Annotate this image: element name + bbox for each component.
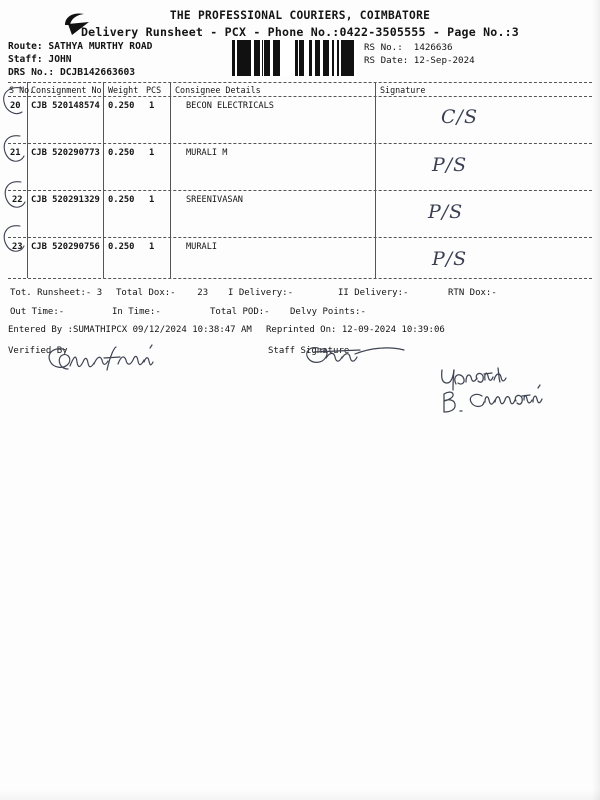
- scan-edge-shading: [592, 0, 600, 800]
- column-divider: [103, 82, 104, 278]
- cell-weight: 0.250: [108, 148, 135, 158]
- row-divider: [8, 190, 592, 191]
- summary-total-pod: Total POD:-: [210, 307, 270, 317]
- row-divider: [8, 237, 592, 238]
- consignment-table: S No. Consignment No Weight PCS Consigne…: [8, 82, 592, 279]
- cell-sno: 21: [10, 148, 21, 158]
- verified-by-label: Verified By: [8, 346, 68, 356]
- drs-number-field: DRS No.: DCJB142663603: [8, 67, 136, 78]
- cell-pcs: 1: [149, 242, 155, 252]
- table-header-border: [8, 96, 592, 97]
- route-field: Route: SATHYA MURTHY ROAD: [8, 41, 153, 52]
- cell-consignment: CJB 520148574: [31, 101, 100, 111]
- cell-sno: 23: [12, 242, 23, 252]
- summary-in-time: In Time:-: [112, 307, 161, 317]
- cell-consignment: CJB 520291329: [31, 195, 100, 205]
- cell-consignee: MURALI: [186, 242, 218, 252]
- staff-field: Staff: JOHN: [8, 54, 72, 65]
- table-top-border: [8, 82, 592, 83]
- column-header-consignee: Consignee Details: [175, 85, 261, 95]
- runsheet-barcode: [232, 40, 356, 76]
- cell-consignment: CJB 520290756: [31, 242, 100, 252]
- column-header-weight: Weight: [108, 85, 139, 95]
- summary-tot-runsheet: Tot. Runsheet:- 3: [10, 288, 103, 298]
- column-divider: [375, 82, 376, 278]
- row-divider: [8, 143, 592, 144]
- column-divider: [27, 82, 28, 278]
- entered-by-text: Entered By :SUMATHIPCX 09/12/2024 10:38:…: [8, 325, 252, 335]
- rs-date-field: RS Date: 12-Sep-2024: [364, 55, 475, 66]
- rs-number-field: RS No.: 1426636: [364, 42, 453, 53]
- cell-pcs: 1: [149, 101, 155, 111]
- cell-sno: 20: [10, 101, 21, 111]
- summary-out-time: Out Time:-: [10, 307, 65, 317]
- column-header-signature: Signature: [380, 85, 426, 95]
- cell-consignee: SREENIVASAN: [186, 195, 243, 205]
- cell-pcs: 1: [149, 148, 155, 158]
- courier-flag-logo: [62, 11, 92, 37]
- table-bottom-border: [8, 278, 592, 279]
- summary-total-dox: Total Dox:- 23: [116, 288, 209, 298]
- handwritten-annotation: [441, 367, 543, 413]
- column-header-pcs: PCS: [146, 85, 162, 95]
- scan-edge-shading-bottom: [0, 790, 600, 800]
- column-divider: [170, 82, 171, 278]
- summary-rtn-dox: RTN Dox:-: [448, 288, 497, 298]
- cell-weight: 0.250: [108, 195, 135, 205]
- column-header-consignment: Consignment No: [31, 85, 102, 95]
- cell-consignee: MURALI M: [186, 148, 228, 158]
- cell-pcs: 1: [149, 195, 155, 205]
- cell-weight: 0.250: [108, 101, 135, 111]
- cell-consignment: CJB 520290773: [31, 148, 100, 158]
- staff-signature-label: Staff Signature: [268, 346, 350, 356]
- summary-delvy-points: Delvy Points:-: [290, 307, 366, 317]
- summary-i-delivery: I Delivery:-: [228, 288, 294, 298]
- summary-ii-delivery: II Delivery:-: [338, 288, 409, 298]
- cell-consignee: BECON ELECTRICALS: [186, 101, 274, 111]
- company-title: THE PROFESSIONAL COURIERS, COIMBATORE: [169, 9, 431, 22]
- document-subtitle: Delivery Runsheet - PCX - Phone No.:0422…: [81, 25, 519, 39]
- cell-weight: 0.250: [108, 242, 135, 252]
- reprinted-on-text: Reprinted On: 12-09-2024 10:39:06: [266, 325, 445, 335]
- cell-sno: 22: [12, 195, 23, 205]
